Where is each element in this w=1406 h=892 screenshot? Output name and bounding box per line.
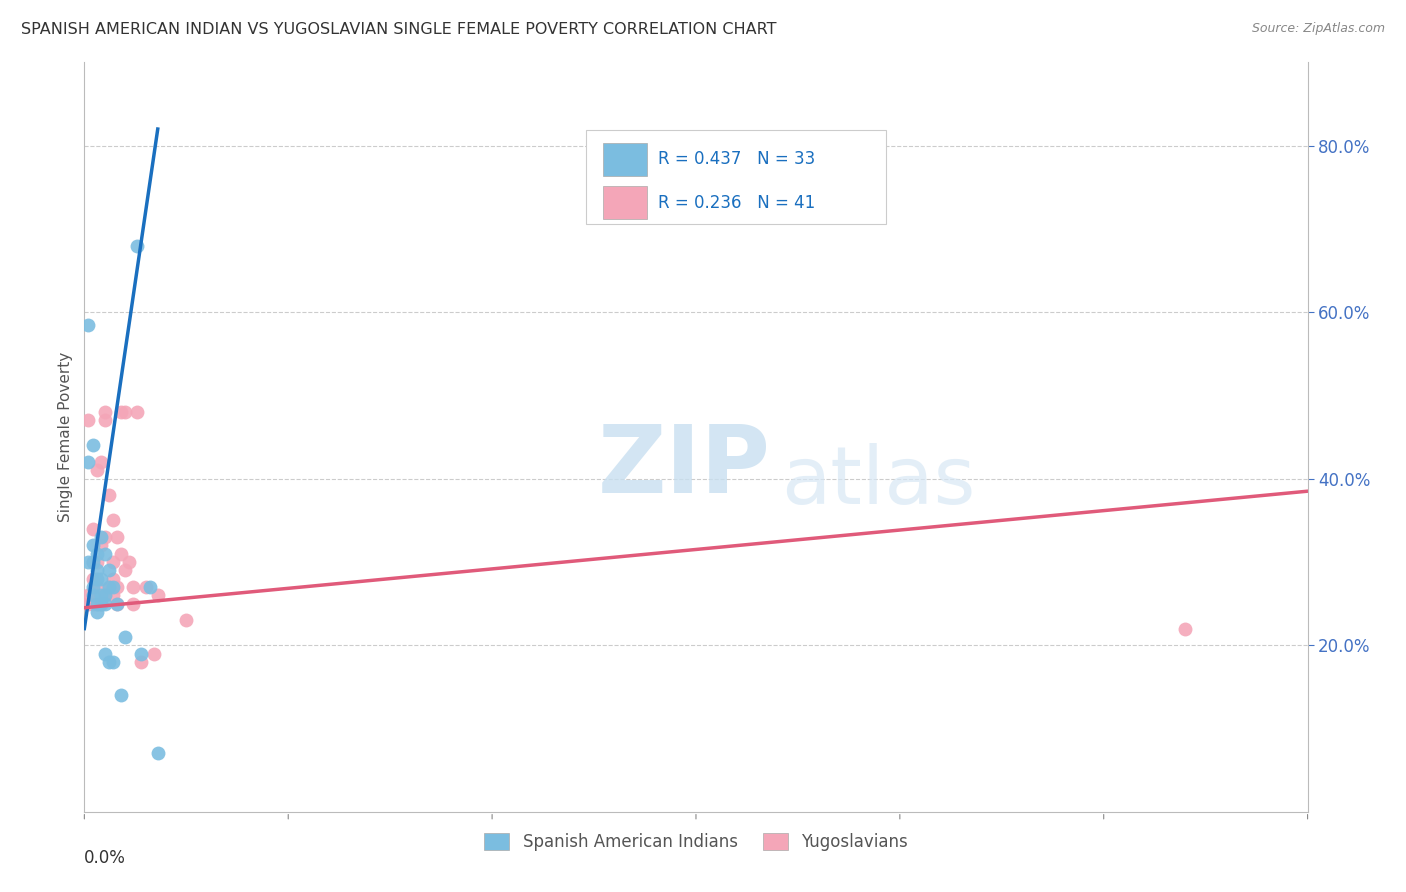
Point — [110, 405, 132, 419]
Point — [174, 613, 197, 627]
Point — [114, 563, 136, 577]
Point — [90, 597, 112, 611]
Point — [93, 547, 115, 561]
Text: ZIP: ZIP — [598, 421, 770, 513]
Point — [90, 538, 112, 552]
Point — [101, 555, 124, 569]
Point — [101, 572, 124, 586]
Point — [97, 655, 120, 669]
Point — [105, 597, 128, 611]
Point — [127, 405, 149, 419]
Point — [82, 580, 104, 594]
Point — [135, 580, 157, 594]
Point — [90, 455, 112, 469]
Point — [93, 588, 115, 602]
Point — [97, 580, 120, 594]
Point — [97, 580, 120, 594]
Point — [77, 555, 100, 569]
Point — [97, 488, 120, 502]
Point — [82, 555, 104, 569]
Point — [82, 538, 104, 552]
Text: Source: ZipAtlas.com: Source: ZipAtlas.com — [1251, 22, 1385, 36]
Point — [93, 405, 115, 419]
Point — [101, 588, 124, 602]
Point — [93, 530, 115, 544]
Point — [122, 580, 145, 594]
Point — [101, 580, 124, 594]
Point — [77, 413, 100, 427]
Point — [127, 238, 149, 252]
Text: 0.0%: 0.0% — [84, 849, 127, 867]
Point — [1174, 622, 1197, 636]
Point — [77, 455, 100, 469]
Point — [93, 413, 115, 427]
Point — [77, 588, 100, 602]
Point — [131, 655, 153, 669]
Point — [122, 597, 145, 611]
Point — [86, 563, 108, 577]
Point — [82, 555, 104, 569]
Point — [131, 647, 153, 661]
Point — [90, 588, 112, 602]
Point — [77, 318, 100, 332]
Point — [110, 688, 132, 702]
Y-axis label: Single Female Poverty: Single Female Poverty — [58, 352, 73, 522]
FancyBboxPatch shape — [586, 130, 886, 224]
Point — [93, 588, 115, 602]
Point — [93, 647, 115, 661]
Point — [82, 522, 104, 536]
Text: SPANISH AMERICAN INDIAN VS YUGOSLAVIAN SINGLE FEMALE POVERTY CORRELATION CHART: SPANISH AMERICAN INDIAN VS YUGOSLAVIAN S… — [21, 22, 776, 37]
Point — [86, 547, 108, 561]
Point — [146, 588, 169, 602]
Point — [86, 555, 108, 569]
Point — [97, 563, 120, 577]
Legend: Spanish American Indians, Yugoslavians: Spanish American Indians, Yugoslavians — [475, 825, 917, 860]
Point — [86, 463, 108, 477]
Point — [82, 572, 104, 586]
Point — [101, 655, 124, 669]
Point — [93, 597, 115, 611]
Point — [86, 572, 108, 586]
Point — [138, 580, 160, 594]
Point — [90, 530, 112, 544]
Point — [86, 597, 108, 611]
Point — [114, 630, 136, 644]
Point — [110, 547, 132, 561]
Point — [146, 747, 169, 761]
Point — [86, 605, 108, 619]
Point — [90, 572, 112, 586]
Point — [86, 580, 108, 594]
Point — [105, 597, 128, 611]
Point — [118, 555, 141, 569]
Point — [82, 588, 104, 602]
Point — [77, 597, 100, 611]
Point — [114, 405, 136, 419]
Point — [82, 597, 104, 611]
Point — [105, 530, 128, 544]
Point — [142, 647, 165, 661]
Text: R = 0.236   N = 41: R = 0.236 N = 41 — [658, 194, 815, 211]
Text: atlas: atlas — [782, 443, 976, 521]
Point — [82, 438, 104, 452]
Text: R = 0.437   N = 33: R = 0.437 N = 33 — [658, 151, 815, 169]
Point — [86, 597, 108, 611]
Point — [105, 580, 128, 594]
Point — [101, 513, 124, 527]
FancyBboxPatch shape — [603, 186, 647, 219]
FancyBboxPatch shape — [603, 143, 647, 176]
Point — [90, 597, 112, 611]
